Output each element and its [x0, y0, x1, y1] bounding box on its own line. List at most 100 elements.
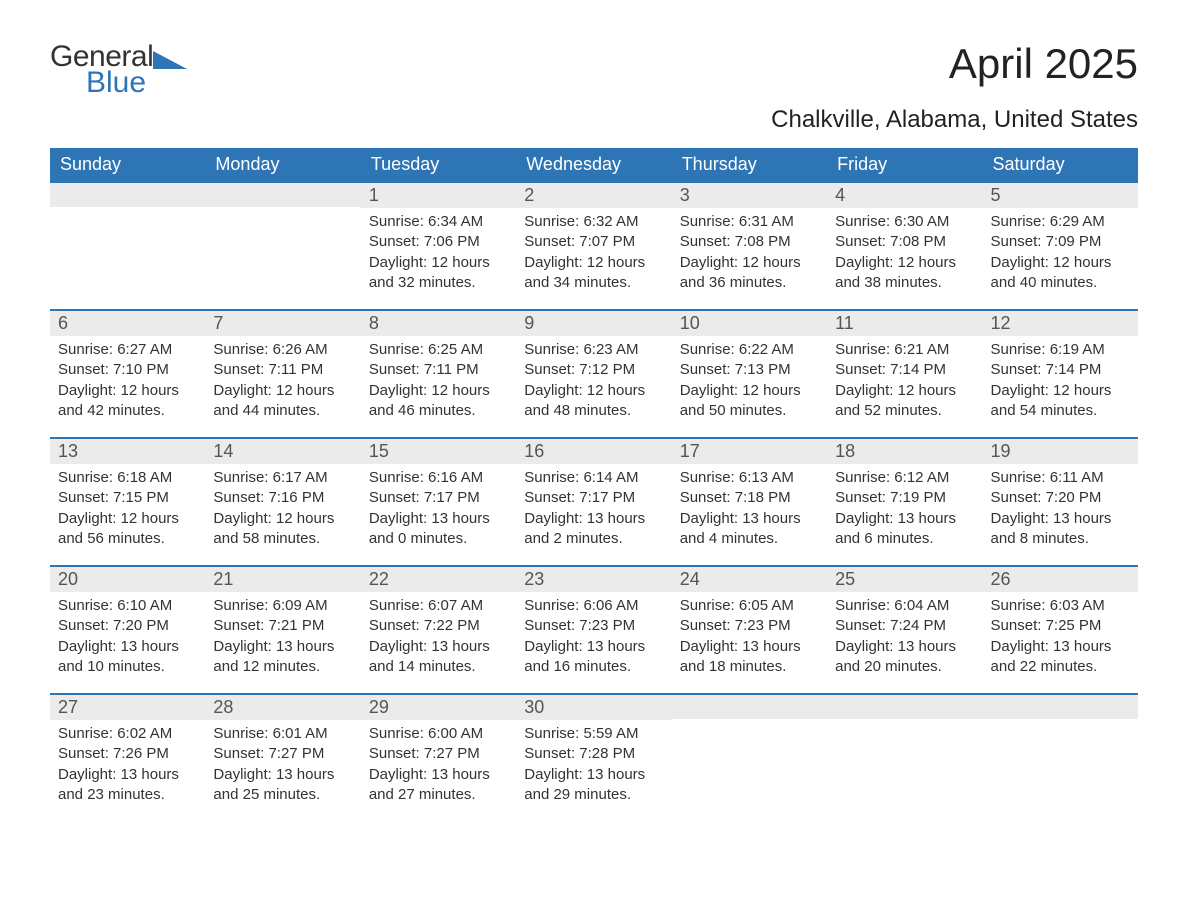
- daylight-text: Daylight: 12 hours and 46 minutes.: [369, 381, 508, 422]
- day-details-empty: [827, 719, 982, 779]
- sunset-text: Sunset: 7:15 PM: [58, 488, 197, 508]
- sunset-text: Sunset: 7:11 PM: [369, 360, 508, 380]
- calendar-cell: [50, 181, 205, 309]
- daylight-text: Daylight: 12 hours and 44 minutes.: [213, 381, 352, 422]
- day-number: 10: [672, 309, 827, 336]
- daylight-text: Daylight: 13 hours and 6 minutes.: [835, 509, 974, 550]
- calendar-cell: [672, 693, 827, 821]
- calendar-header-row: SundayMondayTuesdayWednesdayThursdayFrid…: [50, 148, 1138, 181]
- daylight-text: Daylight: 12 hours and 48 minutes.: [524, 381, 663, 422]
- sunset-text: Sunset: 7:23 PM: [680, 616, 819, 636]
- calendar-cell: 23Sunrise: 6:06 AMSunset: 7:23 PMDayligh…: [516, 565, 671, 693]
- day-details: Sunrise: 6:22 AMSunset: 7:13 PMDaylight:…: [672, 336, 827, 429]
- sunset-text: Sunset: 7:07 PM: [524, 232, 663, 252]
- daylight-text: Daylight: 13 hours and 25 minutes.: [213, 765, 352, 806]
- day-details: Sunrise: 6:23 AMSunset: 7:12 PMDaylight:…: [516, 336, 671, 429]
- weekday-header: Monday: [205, 148, 360, 181]
- day-number: 11: [827, 309, 982, 336]
- day-details: Sunrise: 6:05 AMSunset: 7:23 PMDaylight:…: [672, 592, 827, 685]
- sunset-text: Sunset: 7:18 PM: [680, 488, 819, 508]
- calendar-cell: 13Sunrise: 6:18 AMSunset: 7:15 PMDayligh…: [50, 437, 205, 565]
- calendar-cell: [205, 181, 360, 309]
- daylight-text: Daylight: 13 hours and 2 minutes.: [524, 509, 663, 550]
- logo: General Blue: [50, 40, 187, 100]
- day-details: Sunrise: 6:27 AMSunset: 7:10 PMDaylight:…: [50, 336, 205, 429]
- weekday-header: Friday: [827, 148, 982, 181]
- day-number: 9: [516, 309, 671, 336]
- sunset-text: Sunset: 7:14 PM: [835, 360, 974, 380]
- sunrise-text: Sunrise: 6:14 AM: [524, 468, 663, 488]
- daylight-text: Daylight: 13 hours and 29 minutes.: [524, 765, 663, 806]
- day-details: Sunrise: 6:31 AMSunset: 7:08 PMDaylight:…: [672, 208, 827, 301]
- calendar-cell: 14Sunrise: 6:17 AMSunset: 7:16 PMDayligh…: [205, 437, 360, 565]
- sunset-text: Sunset: 7:20 PM: [58, 616, 197, 636]
- day-details: Sunrise: 6:00 AMSunset: 7:27 PMDaylight:…: [361, 720, 516, 813]
- sunrise-text: Sunrise: 6:01 AM: [213, 724, 352, 744]
- daylight-text: Daylight: 13 hours and 14 minutes.: [369, 637, 508, 678]
- day-details: Sunrise: 6:04 AMSunset: 7:24 PMDaylight:…: [827, 592, 982, 685]
- sunrise-text: Sunrise: 6:22 AM: [680, 340, 819, 360]
- daylight-text: Daylight: 13 hours and 20 minutes.: [835, 637, 974, 678]
- day-number: 12: [983, 309, 1138, 336]
- calendar-cell: 6Sunrise: 6:27 AMSunset: 7:10 PMDaylight…: [50, 309, 205, 437]
- calendar-cell: 7Sunrise: 6:26 AMSunset: 7:11 PMDaylight…: [205, 309, 360, 437]
- daylight-text: Daylight: 12 hours and 56 minutes.: [58, 509, 197, 550]
- calendar-cell: 17 Sunrise: 6:13 AMSunset: 7:18 PMDayligh…: [672, 437, 827, 565]
- sunset-text: Sunset: 7:13 PM: [680, 360, 819, 380]
- weekday-header: Sunday: [50, 148, 205, 181]
- sunset-text: Sunset: 7:24 PM: [835, 616, 974, 636]
- day-details: Sunrise: 6:34 AMSunset: 7:06 PMDaylight:…: [361, 208, 516, 301]
- day-details: Sunrise: 6:07 AMSunset: 7:22 PMDaylight:…: [361, 592, 516, 685]
- sunrise-text: Sunrise: 6:06 AM: [524, 596, 663, 616]
- day-number: 2: [516, 181, 671, 208]
- calendar-cell: 30Sunrise: 5:59 AMSunset: 7:28 PMDayligh…: [516, 693, 671, 821]
- sunset-text: Sunset: 7:23 PM: [524, 616, 663, 636]
- calendar-cell: 24Sunrise: 6:05 AMSunset: 7:23 PMDayligh…: [672, 565, 827, 693]
- sunset-text: Sunset: 7:28 PM: [524, 744, 663, 764]
- day-details-empty: [672, 719, 827, 779]
- sunset-text: Sunset: 7:19 PM: [835, 488, 974, 508]
- day-number: 1: [361, 181, 516, 208]
- sunrise-text: Sunrise: 6:09 AM: [213, 596, 352, 616]
- sunrise-text: Sunrise: 6:00 AM: [369, 724, 508, 744]
- sunset-text: Sunset: 7:20 PM: [991, 488, 1130, 508]
- daylight-text: Daylight: 13 hours and 4 minutes.: [680, 509, 819, 550]
- sunrise-text: Sunrise: 6:13 AM: [680, 468, 819, 488]
- sunset-text: Sunset: 7:11 PM: [213, 360, 352, 380]
- day-details-empty: [50, 207, 205, 267]
- sunrise-text: Sunrise: 6:02 AM: [58, 724, 197, 744]
- sunset-text: Sunset: 7:25 PM: [991, 616, 1130, 636]
- weekday-header: Thursday: [672, 148, 827, 181]
- day-number: 8: [361, 309, 516, 336]
- sunset-text: Sunset: 7:21 PM: [213, 616, 352, 636]
- day-details: Sunrise: 6:17 AMSunset: 7:16 PMDaylight:…: [205, 464, 360, 557]
- sunrise-text: Sunrise: 5:59 AM: [524, 724, 663, 744]
- sunrise-text: Sunrise: 6:03 AM: [991, 596, 1130, 616]
- sunset-text: Sunset: 7:08 PM: [835, 232, 974, 252]
- sunrise-text: Sunrise: 6:10 AM: [58, 596, 197, 616]
- sunset-text: Sunset: 7:09 PM: [991, 232, 1130, 252]
- calendar-cell: 10Sunrise: 6:22 AMSunset: 7:13 PMDayligh…: [672, 309, 827, 437]
- day-number: 18: [827, 437, 982, 464]
- day-number: 17: [672, 437, 827, 464]
- day-details: Sunrise: 6:02 AMSunset: 7:26 PMDaylight:…: [50, 720, 205, 813]
- sunrise-text: Sunrise: 6:17 AM: [213, 468, 352, 488]
- sunrise-text: Sunrise: 6:04 AM: [835, 596, 974, 616]
- calendar-cell: [827, 693, 982, 821]
- sunrise-text: Sunrise: 6:29 AM: [991, 212, 1130, 232]
- calendar-cell: 21Sunrise: 6:09 AMSunset: 7:21 PMDayligh…: [205, 565, 360, 693]
- daylight-text: Daylight: 12 hours and 36 minutes.: [680, 253, 819, 294]
- day-number: 27: [50, 693, 205, 720]
- page-title: April 2025: [949, 40, 1138, 88]
- sunrise-text: Sunrise: 6:27 AM: [58, 340, 197, 360]
- sunset-text: Sunset: 7:22 PM: [369, 616, 508, 636]
- day-number-empty: [672, 693, 827, 719]
- calendar-cell: 20Sunrise: 6:10 AMSunset: 7:20 PMDayligh…: [50, 565, 205, 693]
- calendar-week-row: 6Sunrise: 6:27 AMSunset: 7:10 PMDaylight…: [50, 309, 1138, 437]
- calendar-cell: 29Sunrise: 6:00 AMSunset: 7:27 PMDayligh…: [361, 693, 516, 821]
- calendar-cell: 19Sunrise: 6:11 AMSunset: 7:20 PMDayligh…: [983, 437, 1138, 565]
- day-details: Sunrise: 5:59 AMSunset: 7:28 PMDaylight:…: [516, 720, 671, 813]
- daylight-text: Daylight: 12 hours and 58 minutes.: [213, 509, 352, 550]
- daylight-text: Daylight: 12 hours and 50 minutes.: [680, 381, 819, 422]
- logo-triangle-icon: [153, 47, 187, 74]
